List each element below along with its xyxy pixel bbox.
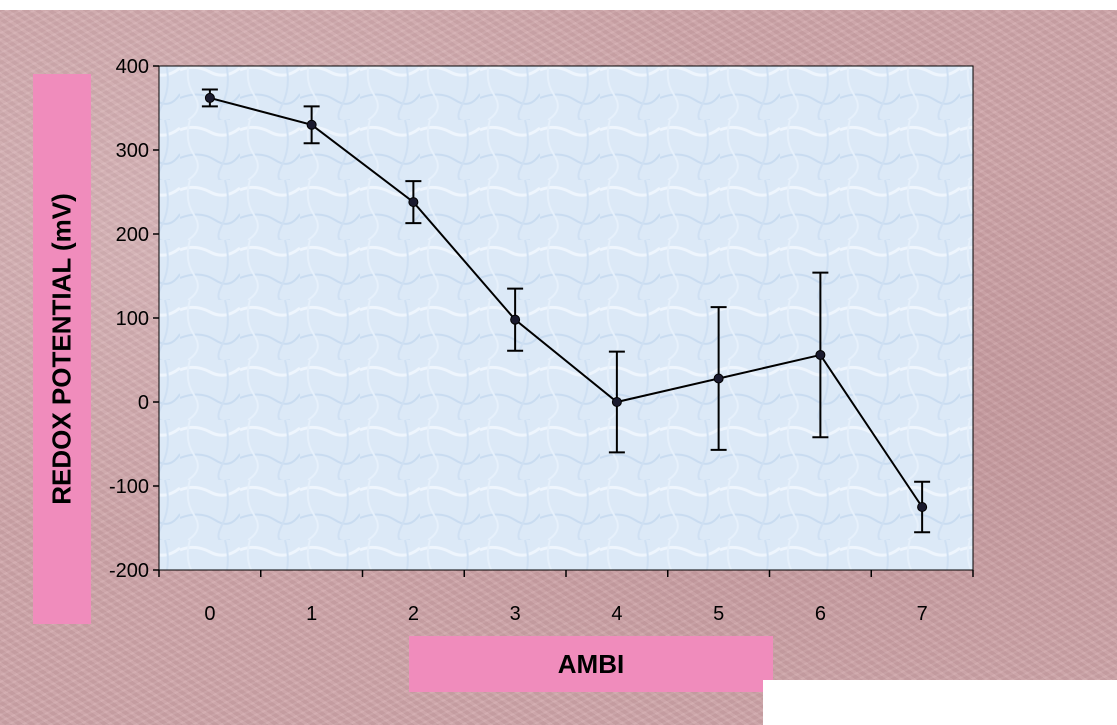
top-strip	[0, 0, 1117, 10]
y-tick-label: 100	[116, 308, 149, 330]
data-point	[917, 502, 928, 512]
data-point	[408, 197, 419, 208]
plot-area	[158, 65, 974, 571]
x-tick-label: 1	[306, 603, 317, 625]
y-tick-label: -100	[109, 476, 149, 498]
y-tick-label: 0	[138, 392, 149, 414]
data-point	[204, 92, 215, 103]
corner-panel	[763, 680, 1117, 725]
y-tick-label: 400	[116, 56, 149, 78]
data-point	[611, 397, 622, 407]
data-point	[713, 373, 724, 384]
x-tick-label: 7	[917, 603, 928, 625]
y-axis-label-box	[33, 74, 91, 624]
x-tick-label: 0	[204, 603, 215, 625]
x-axis-label-box: AMBI	[409, 636, 773, 692]
series-line	[209, 96, 923, 508]
y-tick-label: 300	[116, 140, 149, 162]
y-tick-label: 200	[116, 224, 149, 246]
x-tick-label: 4	[611, 603, 622, 625]
x-tick-label: 2	[408, 603, 419, 625]
x-tick-label: 5	[713, 603, 724, 625]
data-point	[510, 314, 521, 325]
data-point	[306, 119, 317, 130]
x-tick-label: 6	[815, 603, 826, 625]
x-axis-label: AMBI	[557, 649, 625, 679]
y-tick-label: -200	[109, 560, 149, 582]
data-point	[815, 349, 826, 360]
x-tick-label: 3	[510, 603, 521, 625]
